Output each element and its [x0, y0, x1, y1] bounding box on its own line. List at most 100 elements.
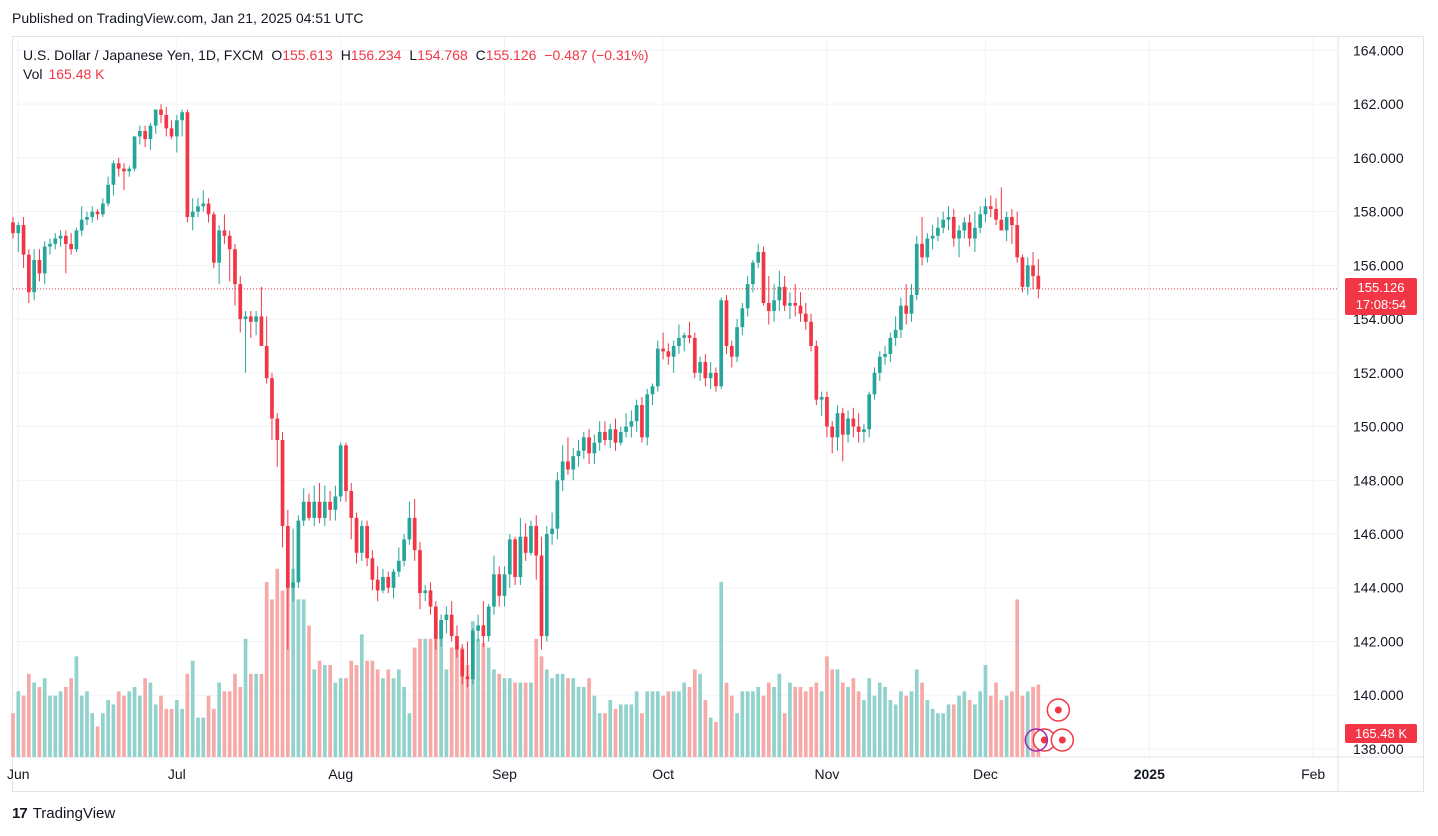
candle-body [64, 235, 68, 244]
candle-body [106, 184, 110, 204]
volume-bar [576, 686, 581, 757]
volume-bar [280, 590, 285, 757]
low-value: 154.768 [417, 47, 468, 63]
candle-body [793, 302, 798, 306]
candle-body [798, 305, 803, 314]
candle-body [513, 539, 517, 577]
tradingview-brand-text[interactable]: TradingView [32, 805, 116, 822]
candle-body [359, 525, 364, 553]
high-value: 156.234 [350, 47, 402, 63]
volume-bar [100, 713, 105, 757]
volume-value: 165.48 K [48, 66, 105, 82]
candle-body [936, 227, 940, 236]
volume-bar [793, 686, 798, 757]
volume-bar [11, 713, 15, 757]
volume-bar [798, 686, 803, 757]
volume-bar [497, 673, 502, 757]
candle-body [375, 579, 380, 591]
candle-body [264, 345, 269, 379]
volume-bar [391, 678, 396, 757]
candle-body [782, 286, 787, 306]
candle-body [280, 439, 285, 526]
candle-body [74, 230, 79, 250]
volume-bar [354, 665, 359, 757]
volume-bar [941, 713, 946, 757]
candle-body [735, 327, 739, 357]
candle-body [418, 550, 422, 594]
candle-body [772, 300, 776, 312]
candle-body [740, 308, 745, 328]
volume-bar [143, 678, 147, 757]
candle-body [270, 378, 274, 419]
volume-bar [58, 691, 63, 757]
candle-body [85, 217, 89, 220]
volume-bar [201, 717, 206, 757]
volume-bar [534, 638, 539, 757]
candle-body [386, 577, 391, 588]
volume-bar [248, 673, 253, 757]
candle-body [32, 259, 36, 293]
candle-body [523, 536, 528, 553]
candle-body [428, 590, 433, 607]
volume-bar [671, 691, 676, 757]
volume-bar [1020, 695, 1025, 757]
candle-body [946, 217, 951, 220]
volume-bar [190, 660, 195, 757]
volume-bar [42, 678, 47, 757]
volume-bar [74, 656, 79, 757]
candle-body [761, 251, 766, 303]
candle-body [486, 606, 491, 637]
volume-bar [687, 686, 692, 757]
open-value: 155.613 [282, 47, 333, 63]
x-axis-tick-label: 2025 [1134, 766, 1165, 782]
candle-body [365, 525, 369, 559]
footer-branding: 17 TradingView [12, 805, 115, 822]
volume-bar [756, 686, 761, 757]
volume-bar [957, 695, 961, 757]
volume-bar [772, 686, 776, 757]
candle-body [338, 445, 343, 497]
candle-body [962, 222, 967, 231]
volume-bar [946, 704, 951, 757]
candle-body [58, 235, 63, 239]
volume-bar [132, 686, 137, 757]
volume-bar [819, 691, 824, 757]
symbol-name[interactable]: U.S. Dollar / Japanese Yen, 1D, FXCM [23, 47, 264, 63]
y-axis-tick-label: 138.000 [1353, 741, 1404, 757]
candle-body [238, 284, 243, 320]
candle-body [909, 294, 914, 314]
volume-bar [21, 695, 26, 757]
candle-body [994, 208, 998, 220]
volume-bar [613, 708, 618, 757]
volume-bar [365, 660, 369, 757]
volume-bar [624, 704, 628, 757]
candle-body [307, 501, 311, 518]
candle-body [640, 405, 644, 438]
candle-body [571, 456, 576, 470]
candle-body [90, 211, 95, 217]
volume-bar [640, 713, 644, 757]
volume-bar [608, 700, 613, 757]
candle-body [788, 302, 792, 306]
candle-body [497, 574, 502, 596]
candle-body [872, 372, 877, 395]
volume-bar [180, 708, 184, 757]
volume-bar [587, 678, 591, 757]
candle-body [539, 555, 544, 637]
volume-bar [978, 691, 983, 757]
volume-bar [936, 713, 940, 757]
volume-label[interactable]: Vol [23, 66, 43, 82]
y-axis-tick-label: 150.000 [1353, 419, 1404, 435]
candle-body [407, 517, 412, 540]
volume-bar [412, 647, 417, 757]
candle-body [1015, 225, 1020, 258]
candle-body [883, 354, 887, 357]
volume-bar [751, 691, 755, 757]
candle-body [196, 206, 200, 212]
candle-body [174, 120, 179, 137]
volume-bar [846, 686, 850, 757]
volume-bar [243, 638, 248, 757]
candle-body [37, 259, 42, 274]
volume-bar [375, 669, 380, 757]
